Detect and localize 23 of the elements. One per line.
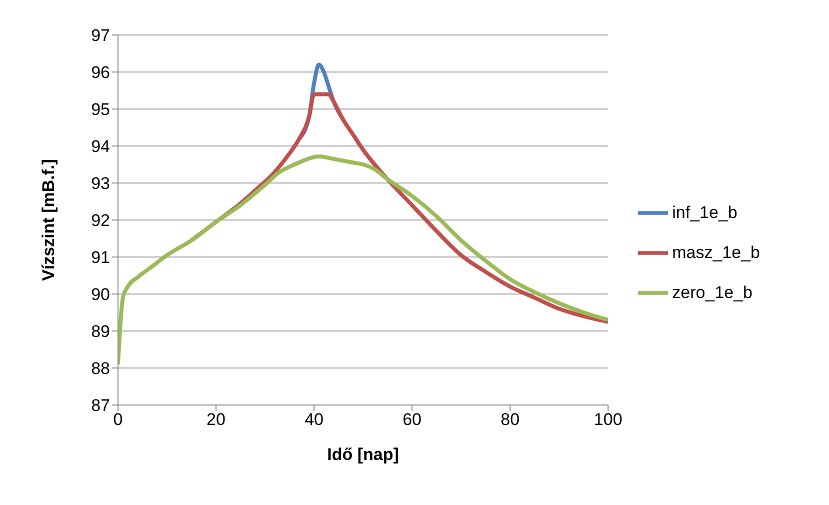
y-tick-label: 91 [91,248,110,268]
legend-label: masz_1e_b [672,242,760,262]
x-axis-title: Idő [nap] [327,445,399,464]
x-tick-label: 40 [304,410,324,430]
x-tick-label: 0 [113,410,123,430]
y-tick-label: 92 [91,211,110,230]
x-tick-label: 80 [500,410,520,430]
y-tick-label: 96 [91,63,110,82]
line-series [118,154,608,366]
y-tick-label: 97 [91,26,110,46]
legend-label: inf_1e_b [672,202,738,222]
y-tick-label: 89 [91,322,110,342]
x-tick-label: 100 [594,410,622,430]
x-tick-label: 60 [402,410,422,430]
y-axis-title: Vízszint [mB.f.] [39,159,58,281]
y-tick-label: 87 [91,396,110,416]
y-tick-label: 93 [91,174,110,194]
y-tick-label: 95 [91,100,110,120]
y-tick-label: 88 [91,359,110,378]
legend-label: zero_1e_b [672,282,752,302]
y-tick-label: 90 [91,285,110,304]
x-tick-label: 20 [206,410,226,430]
y-tick-label: 94 [91,137,110,156]
